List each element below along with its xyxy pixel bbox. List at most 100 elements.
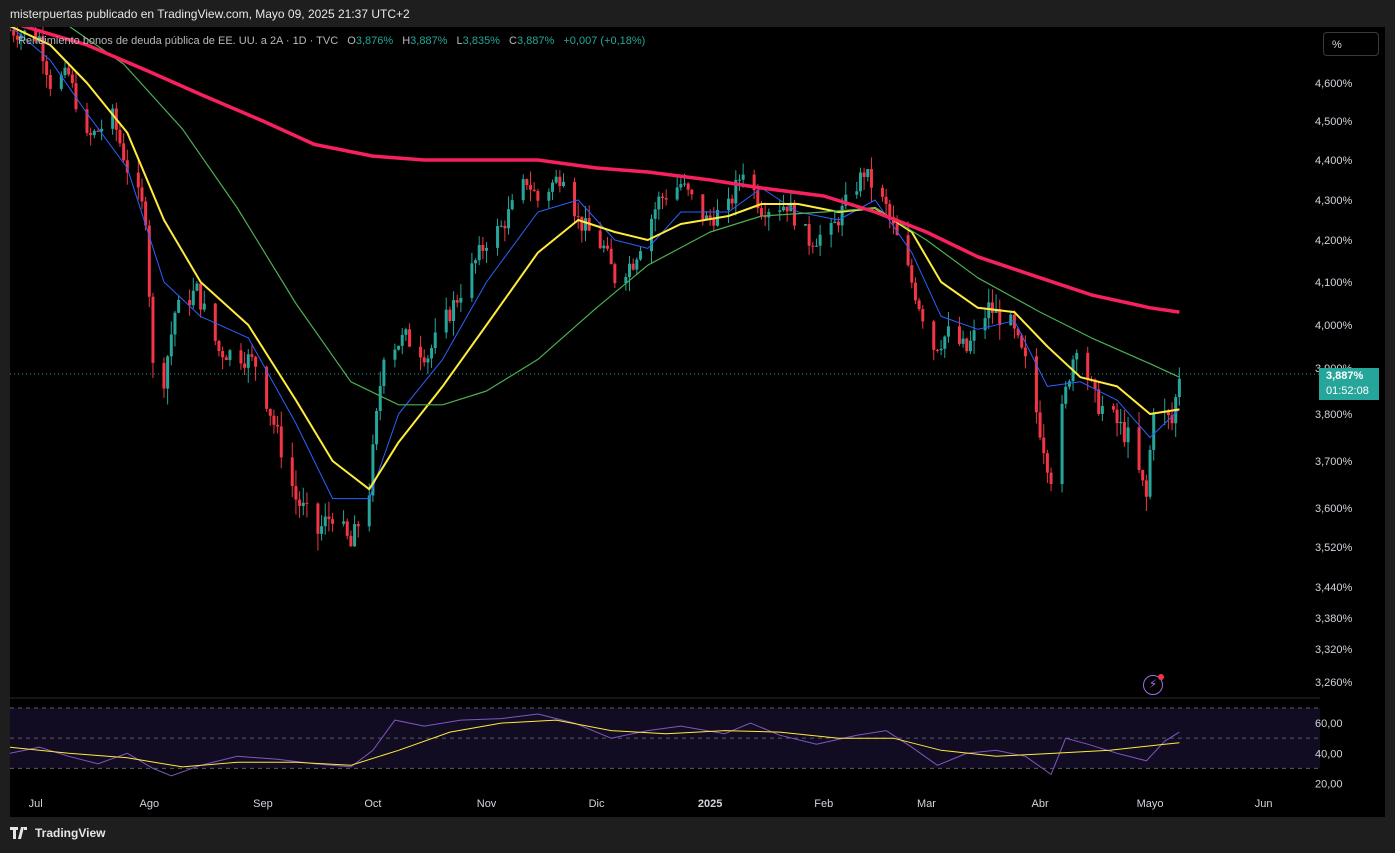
candle-body xyxy=(741,174,745,180)
candle-body xyxy=(661,196,664,199)
candle-body xyxy=(144,201,148,226)
candle-body xyxy=(932,321,936,350)
candle-body xyxy=(320,526,324,534)
candle-body xyxy=(968,340,972,352)
y-tick-label: 3,260% xyxy=(1315,677,1353,689)
candle-body xyxy=(990,302,994,313)
candle-body xyxy=(367,495,371,527)
candle-body xyxy=(855,191,859,195)
candle-body xyxy=(880,187,884,197)
x-tick-label: Oct xyxy=(364,798,381,810)
x-tick-label: Mar xyxy=(917,798,936,810)
candle-body xyxy=(63,67,67,76)
ma-mid-line xyxy=(10,27,1180,491)
candle-body xyxy=(404,329,408,335)
candle-body xyxy=(323,516,327,527)
candle-body xyxy=(704,215,708,220)
candle-body xyxy=(67,67,71,75)
chart-canvas[interactable]: 4,600% 4,500% 4,400% 4,300% 4,200% 4,100% 4,00… xyxy=(10,27,1385,817)
y-tick-label: 3,380% xyxy=(1315,613,1353,625)
y-tick-label: 3,700% xyxy=(1315,456,1353,468)
candle-body xyxy=(305,502,309,504)
candle-body xyxy=(1152,413,1156,450)
candle-body xyxy=(551,182,555,192)
candle-body xyxy=(426,358,430,363)
candle-body xyxy=(279,426,283,458)
candle-body xyxy=(576,216,580,218)
candle-body xyxy=(1177,378,1181,398)
candle-body xyxy=(712,218,716,226)
candle-body xyxy=(162,362,166,389)
candle-body xyxy=(485,247,489,251)
chart-frame[interactable]: 4,600% 4,500% 4,400% 4,300% 4,200% 4,100% 4,00… xyxy=(10,27,1385,817)
candle-body xyxy=(844,194,848,206)
candle-body xyxy=(15,35,19,40)
open-label: O xyxy=(347,35,356,47)
candle-body xyxy=(1170,415,1174,424)
candle-body xyxy=(998,309,1002,326)
candle-body xyxy=(342,521,346,524)
publisher-header: misterpuertas publicado en TradingView.c… xyxy=(10,7,410,21)
candle-body xyxy=(213,303,217,341)
candle-body xyxy=(202,303,206,310)
candle-body xyxy=(939,348,943,351)
candle-body xyxy=(470,263,474,298)
candle-body xyxy=(474,260,478,264)
candle-body xyxy=(767,211,771,218)
percent-scale-button[interactable]: % xyxy=(1323,32,1379,56)
candle-body xyxy=(994,309,998,313)
candle-body xyxy=(217,340,221,352)
low-value: 3,835% xyxy=(462,35,500,47)
candle-body xyxy=(737,179,741,181)
candle-body xyxy=(525,179,529,186)
rsi-ma-line xyxy=(10,719,1180,768)
candle-body xyxy=(613,264,617,284)
x-tick-label: Jun xyxy=(1255,798,1273,810)
close-label: C xyxy=(509,35,517,47)
axis-layer: 4,600% 4,500% 4,400% 4,300% 4,200% 4,100% 4,00… xyxy=(29,78,1353,810)
candle-body xyxy=(298,499,302,507)
candle-body xyxy=(759,208,763,217)
lightning-icon[interactable]: ⚡ xyxy=(1143,674,1164,695)
candle-body xyxy=(371,444,375,496)
candle-body xyxy=(85,109,89,134)
candle-body xyxy=(151,296,155,363)
x-tick-label: Nov xyxy=(477,798,497,810)
y-tick-label: 3,320% xyxy=(1315,644,1353,656)
candle-body xyxy=(580,216,584,231)
candle-body xyxy=(1144,480,1148,497)
candle-body xyxy=(536,191,540,201)
candle-body xyxy=(888,203,892,218)
candle-body xyxy=(1166,411,1170,416)
candle-body xyxy=(12,29,16,36)
ma-fast-line xyxy=(10,27,1180,500)
candle-body xyxy=(521,179,525,201)
candle-body xyxy=(862,172,866,178)
candle-body xyxy=(452,300,456,321)
candle-body xyxy=(1122,421,1126,443)
candle-body xyxy=(378,386,382,412)
candle-body xyxy=(734,179,738,204)
candle-body xyxy=(1137,427,1141,471)
candle-body xyxy=(1126,427,1130,443)
candle-body xyxy=(913,282,917,301)
candle-body xyxy=(169,334,173,357)
candle-body xyxy=(1086,352,1090,380)
y-tick-label: 3,800% xyxy=(1315,409,1353,421)
candle-body xyxy=(331,519,335,524)
y-tick-label: 4,600% xyxy=(1315,78,1353,90)
candle-body xyxy=(510,200,514,210)
x-tick-label: 2025 xyxy=(698,798,722,810)
candle-body xyxy=(917,300,921,310)
candle-body xyxy=(448,309,452,321)
candle-body xyxy=(866,169,870,178)
candle-body xyxy=(957,326,961,344)
candle-body xyxy=(1042,437,1046,454)
candle-body xyxy=(833,221,837,224)
brand-name: TradingView xyxy=(35,826,106,840)
candle-body xyxy=(609,248,613,265)
footer-brand[interactable]: TradingView xyxy=(10,826,105,840)
candle-body xyxy=(147,225,151,297)
symbol-legend[interactable]: Rendimiento bonos de deuda pública de EE… xyxy=(18,35,645,47)
candle-body xyxy=(19,34,23,40)
